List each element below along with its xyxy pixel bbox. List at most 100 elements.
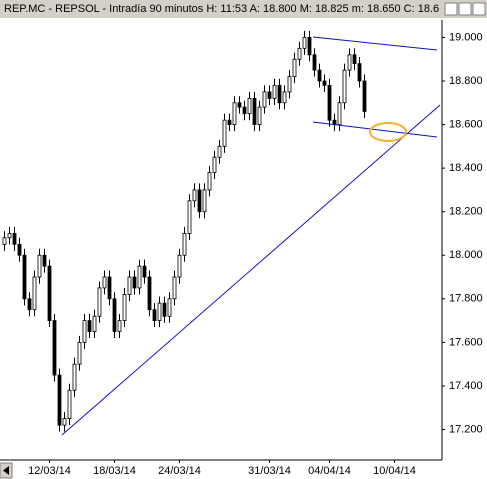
candle-body (312, 54, 317, 71)
candle-body (87, 320, 92, 332)
candle-body (127, 276, 132, 295)
candle-body (252, 98, 257, 125)
candle-body (232, 102, 237, 125)
candle-body (247, 98, 252, 115)
candle-body (182, 233, 187, 256)
candle-body (307, 37, 312, 56)
candle-body (177, 254, 182, 278)
candle-body (207, 172, 212, 191)
y-tick-label: 18.400 (449, 162, 483, 174)
icon-button[interactable] (458, 2, 472, 16)
candle-body (277, 84, 282, 104)
plot (2, 30, 367, 432)
highlight-ellipse (369, 122, 407, 142)
candle-body (82, 320, 87, 343)
x-tick-label: 10/04/14 (373, 465, 416, 477)
candle-body (52, 320, 57, 376)
candle-body (7, 233, 12, 239)
candle-body (272, 84, 277, 99)
candle-body (57, 374, 62, 426)
scroll-arrow (3, 466, 9, 475)
candle-body (222, 119, 227, 147)
x-tick-label: 18/03/14 (93, 465, 136, 477)
title-bar (0, 0, 487, 18)
y-tick-label: 18.600 (449, 118, 483, 130)
candle-body (2, 237, 7, 245)
candle-body (332, 119, 337, 125)
candle-body (342, 69, 347, 104)
candle-body (362, 80, 367, 112)
candle-body (267, 91, 272, 99)
candle-body (322, 80, 327, 86)
y-tick-label: 19.000 (449, 31, 483, 43)
candle-body (187, 200, 192, 234)
candle-body (317, 69, 322, 82)
candle-body (197, 189, 202, 213)
candle-body (77, 341, 82, 365)
candle-body (17, 243, 22, 256)
candle-body (257, 106, 262, 125)
x-tick-label: 12/03/14 (28, 465, 71, 477)
icon-button[interactable] (472, 2, 486, 16)
candle-body (327, 84, 332, 121)
candle-body (237, 102, 242, 108)
candle-body (132, 276, 137, 289)
candle-body (107, 276, 112, 300)
candle-body (292, 58, 297, 78)
candle-body (27, 298, 32, 311)
candle-body (97, 287, 102, 317)
candle-body (117, 320, 122, 332)
candle-body (92, 315, 97, 332)
candle-body (142, 265, 147, 278)
candle-body (72, 363, 77, 391)
chart-title: REP.MC - REPSOL - Intradía 90 minutos H:… (4, 3, 439, 15)
candle-body (287, 76, 292, 93)
candle-body (162, 302, 167, 317)
candle-body (352, 54, 357, 64)
candle-body (147, 276, 152, 311)
icon-button[interactable] (444, 2, 458, 16)
candle-body (102, 276, 107, 289)
candle-body (172, 276, 177, 300)
candle-body (22, 254, 27, 300)
candle-body (67, 389, 72, 420)
candle-body (37, 254, 42, 278)
candle-body (262, 91, 267, 108)
candle-body (167, 298, 172, 317)
trend-line (61, 104, 441, 436)
candle-body (302, 37, 307, 49)
y-tick-label: 18.000 (449, 249, 483, 261)
candle-body (212, 156, 217, 173)
candle-body (152, 309, 157, 321)
candle-body (122, 294, 127, 321)
candle-body (337, 102, 342, 125)
candle-body (297, 47, 302, 60)
y-tick-label: 17.800 (449, 293, 483, 305)
trend-line (312, 121, 438, 138)
candle-body (157, 302, 162, 321)
trend-line (312, 36, 438, 51)
candle-body (357, 63, 362, 82)
candle-body (112, 298, 117, 332)
candle-body (217, 145, 222, 158)
y-tick-label: 18.800 (449, 75, 483, 87)
x-tick-label: 04/04/14 (308, 465, 351, 477)
candle-body (202, 189, 207, 213)
y-tick-label: 17.600 (449, 336, 483, 348)
candle-body (347, 54, 352, 71)
candle-body (242, 106, 247, 115)
candle-body (62, 418, 67, 426)
candle-body (282, 91, 287, 104)
y-tick-label: 17.400 (449, 380, 483, 392)
candle-body (137, 265, 142, 289)
candle-body (47, 265, 52, 321)
candle-body (192, 189, 197, 202)
x-tick-label: 24/03/14 (158, 465, 201, 477)
candle-body (12, 233, 17, 245)
candle-body (227, 119, 232, 125)
candle-body (32, 276, 37, 311)
candle-body (42, 254, 47, 267)
y-tick-label: 17.200 (449, 423, 483, 435)
